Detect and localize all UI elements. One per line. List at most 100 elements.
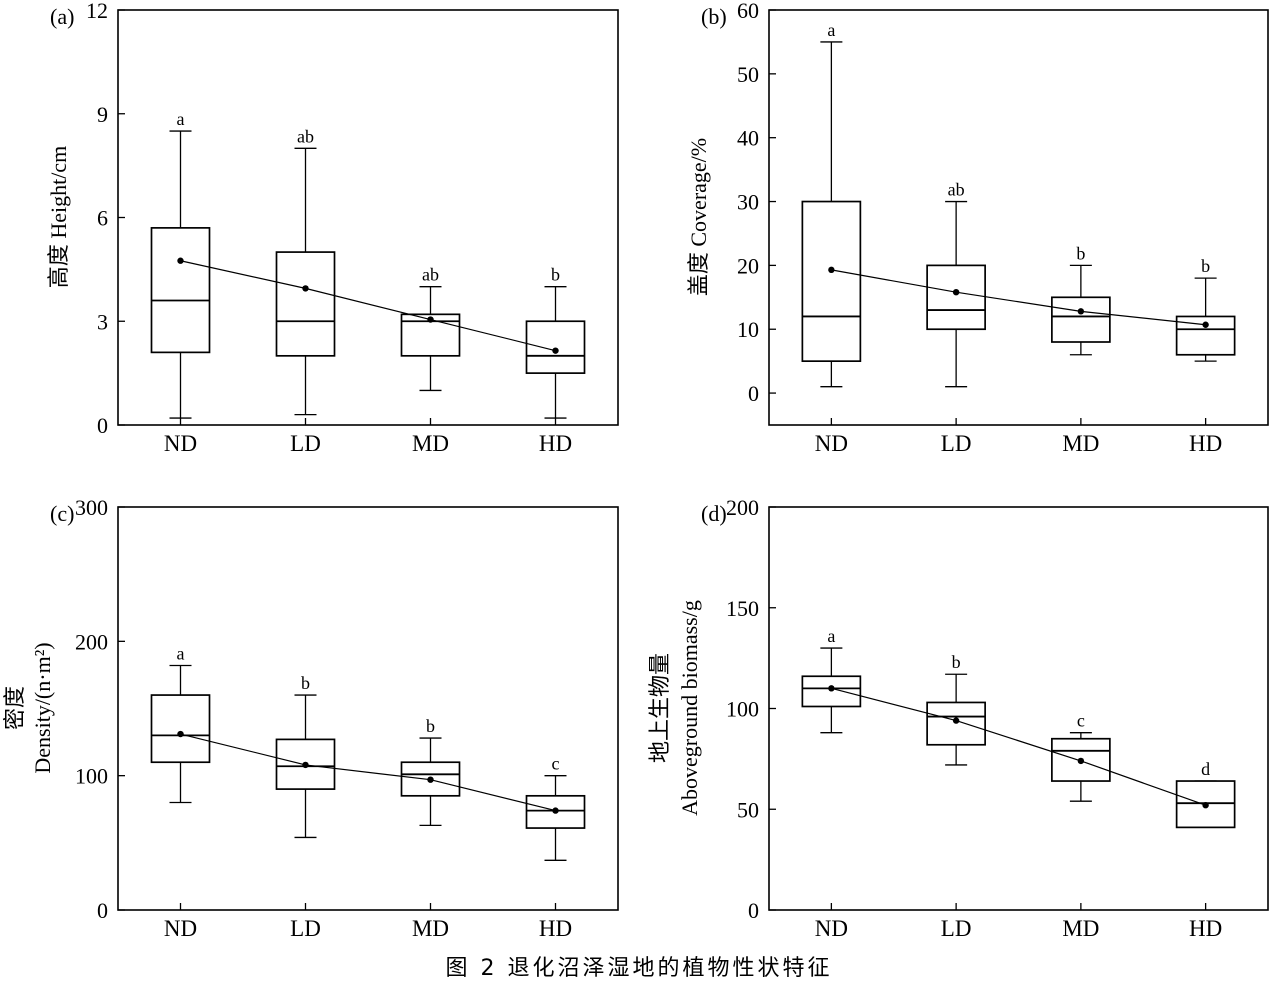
y-tick-label: 0 — [748, 898, 759, 923]
y-tick-label: 200 — [75, 629, 108, 654]
y-tick-label: 3 — [97, 309, 108, 334]
y-tick-label: 100 — [75, 764, 108, 789]
mean-point — [552, 807, 559, 814]
panel-label: (a) — [50, 4, 74, 29]
x-tick-label: ND — [164, 916, 197, 941]
significance-label: ab — [422, 265, 439, 285]
y-tick-label: 0 — [97, 898, 108, 923]
plot-frame — [768, 506, 1269, 911]
box-iqr — [926, 264, 986, 331]
significance-label: ab — [948, 180, 965, 200]
y-axis-title: 盖度 Coverage/% — [686, 138, 711, 296]
y-axis-title: 密度 — [2, 686, 27, 730]
y-tick-label: 0 — [97, 413, 108, 438]
y-tick-label: 150 — [726, 596, 759, 621]
panel-c: (c) 0 100 200 300 ND LD MD HD a b b c 密度 Density/(n·m²… — [2, 495, 619, 941]
significance-label: b — [1201, 256, 1210, 276]
mean-point — [177, 257, 184, 264]
panel-label: (d) — [701, 501, 727, 526]
mean-point — [828, 685, 835, 692]
x-tick-label: HD — [539, 431, 572, 456]
y-tick-label: 30 — [737, 190, 759, 215]
box-iqr — [150, 227, 211, 354]
mean-point — [828, 266, 835, 274]
y-tick-label: 20 — [737, 253, 759, 278]
box-iqr — [525, 794, 586, 829]
mean-point — [302, 761, 309, 769]
x-tick-label: ND — [815, 916, 848, 941]
mean-trend-line — [831, 269, 1206, 326]
mean-point — [1202, 802, 1209, 809]
x-tick-label: LD — [941, 916, 972, 941]
x-tick-label: ND — [164, 431, 197, 456]
y-tick-label: 10 — [737, 317, 759, 342]
significance-label: ab — [297, 126, 314, 146]
significance-label: c — [552, 754, 560, 774]
panel-a: (a) 0 3 6 9 12 ND LD MD HD a ab ab b 高度 Height/cm — [46, 0, 619, 456]
box-iqr — [801, 200, 862, 363]
x-tick-label: MD — [412, 431, 449, 456]
box-iqr — [1051, 296, 1111, 343]
significance-label: b — [426, 716, 435, 736]
significance-label: d — [1201, 759, 1210, 779]
x-tick-label: MD — [1062, 916, 1099, 941]
y-tick-label: 40 — [737, 126, 759, 151]
y-tick-label: 50 — [737, 62, 759, 87]
mean-point — [952, 717, 960, 724]
panel-d: (d) 0 50 100 150 200 ND LD MD HD a b c d 地上生物量 Abovegro… — [647, 495, 1269, 941]
box-iqr — [525, 320, 586, 374]
y-tick-label: 0 — [748, 381, 759, 406]
y-tick-label: 50 — [737, 797, 759, 822]
mean-point — [1077, 308, 1085, 315]
panel-label: (b) — [701, 4, 727, 29]
significance-label: b — [1076, 243, 1085, 263]
x-tick-label: MD — [412, 916, 449, 941]
y-tick-label: 300 — [75, 495, 108, 520]
significance-label: b — [551, 265, 560, 285]
x-tick-label: HD — [1189, 431, 1222, 456]
mean-point — [302, 285, 309, 292]
mean-point — [552, 347, 559, 354]
significance-label: a — [177, 109, 185, 129]
y-tick-label: 200 — [726, 495, 759, 520]
x-tick-label: ND — [815, 431, 848, 456]
y-axis-title-secondary: Aboveground biomass/g — [677, 600, 702, 816]
mean-trend-line — [180, 260, 556, 352]
x-tick-label: HD — [1189, 916, 1222, 941]
x-tick-label: LD — [941, 431, 972, 456]
y-tick-label: 60 — [737, 0, 759, 23]
significance-label: a — [177, 644, 185, 664]
y-tick-label: 9 — [97, 102, 108, 127]
y-axis-title: 地上生物量 — [647, 653, 672, 763]
y-axis-title-secondary: Density/(n·m²) — [30, 642, 55, 773]
mean-point — [177, 730, 184, 738]
x-tick-label: LD — [290, 916, 321, 941]
box-iqr — [275, 251, 336, 357]
mean-trend-line — [831, 687, 1206, 806]
y-axis-title: 高度 Height/cm — [46, 146, 71, 288]
panel-b: (b) 0 10 20 30 40 50 60 ND LD MD HD a ab b b 盖度 Coverage… — [686, 0, 1269, 456]
significance-label: b — [952, 652, 961, 672]
mean-point — [1077, 757, 1085, 765]
x-tick-label: MD — [1062, 431, 1099, 456]
plot-frame — [117, 506, 619, 911]
figure-caption: 图 2 退化沼泽湿地的植物性状特征 — [445, 956, 833, 981]
mean-point — [427, 316, 434, 323]
mean-point — [952, 289, 960, 296]
y-tick-label: 12 — [86, 0, 108, 23]
panel-label: (c) — [50, 501, 74, 526]
mean-point — [427, 776, 434, 783]
mean-point — [1202, 321, 1209, 328]
significance-label: c — [1077, 711, 1085, 731]
significance-label: a — [827, 626, 835, 646]
significance-label: a — [827, 20, 835, 40]
mean-trend-line — [180, 733, 556, 812]
x-tick-label: LD — [290, 431, 321, 456]
y-tick-label: 6 — [97, 206, 108, 231]
y-tick-label: 100 — [726, 697, 759, 722]
significance-label: b — [301, 673, 310, 693]
plot-frame — [768, 9, 1269, 426]
x-tick-label: HD — [539, 916, 572, 941]
box-iqr — [150, 694, 211, 764]
